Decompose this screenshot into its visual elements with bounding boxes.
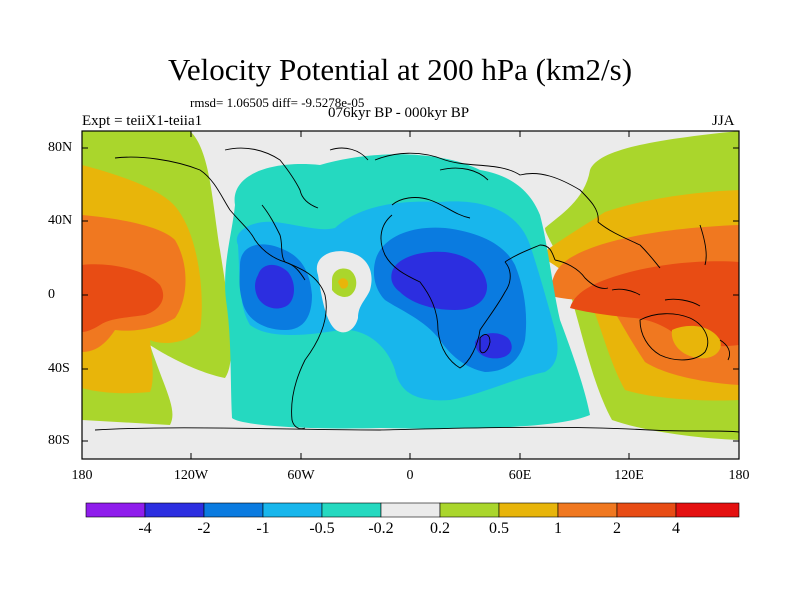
lat-label: 80S: [48, 433, 70, 448]
colorbar-box-11: [675, 502, 740, 518]
colorbar-label: 4: [672, 520, 680, 537]
colorbar-box-4: [262, 502, 323, 518]
field-pos05-australia: [671, 325, 721, 359]
field-neg2-africa: [391, 251, 488, 310]
lon-label: 0: [406, 468, 414, 483]
colorbar-label: -2: [197, 520, 211, 537]
lat-label: 0: [48, 287, 55, 302]
colorbar-box-10: [616, 502, 677, 518]
axis-ticks: [81, 131, 740, 459]
colorbar-box-3: [203, 502, 264, 518]
colorbar-box-7: [439, 502, 500, 518]
colorbar-box-2: [144, 502, 205, 518]
experiment-label: Expt = teiiX1-teiia1: [82, 113, 203, 129]
colorbar-box-9: [557, 502, 618, 518]
lon-label: 120E: [614, 468, 644, 483]
lon-label: 120W: [173, 468, 209, 483]
colorbar-label: -0.5: [309, 520, 335, 537]
chart-title: Velocity Potential at 200 hPa (km2/s): [167, 52, 633, 87]
map-field: [82, 131, 739, 459]
colorbar: [85, 502, 740, 518]
lat-label: 40S: [48, 361, 70, 376]
colorbar-label: 1: [554, 520, 562, 537]
field-pos2-east: [570, 261, 739, 347]
field-atlantic-pos05: [338, 278, 349, 289]
colorbar-label: -0.2: [368, 520, 394, 537]
colorbar-box-6: [380, 502, 441, 518]
period-label: 076kyr BP - 000kyr BP: [328, 105, 470, 121]
coastlines: [94, 147, 739, 433]
colorbar-label: 0.5: [489, 520, 509, 537]
lon-label: 60E: [508, 468, 532, 483]
season-label: JJA: [712, 113, 735, 129]
lon-label: 180: [728, 468, 750, 483]
field-pos2-west: [82, 264, 164, 332]
rmsd-subtitle: rmsd= 1.06505 diff= -9.5278e-05: [190, 95, 365, 110]
colorbar-label: 2: [613, 520, 621, 537]
colorbar-label: 0.2: [430, 520, 450, 537]
lat-label: 80N: [48, 140, 73, 155]
colorbar-label: -1: [256, 520, 270, 537]
colorbar-box-1: [85, 502, 146, 518]
field-neg2-americas: [255, 264, 294, 309]
colorbar-label: -4: [138, 520, 152, 537]
colorbar-box-8: [498, 502, 559, 518]
lat-label: 40N: [48, 213, 73, 228]
colorbar-box-5: [321, 502, 382, 518]
lon-label: 60W: [287, 468, 315, 483]
lon-label: 180: [71, 468, 93, 483]
